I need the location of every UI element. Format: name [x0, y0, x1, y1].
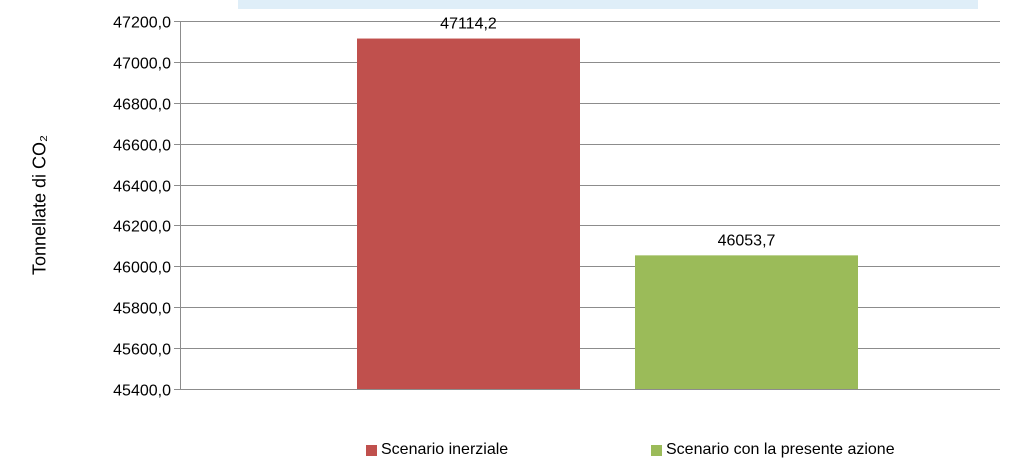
y-tick-label: 47000,0: [113, 56, 171, 73]
legend-swatch-red: [366, 444, 377, 456]
bar-scenario-inerziale: [357, 38, 580, 390]
bars: [357, 38, 858, 390]
y-tick-labels: 45400,0 45600,0 45800,0 46000,0 46200,0 46400…: [113, 15, 171, 400]
legend-label: Scenario inerziale: [381, 441, 509, 458]
y-tick-label: 46800,0: [113, 97, 171, 114]
bar-scenario-presente-azione: [635, 255, 858, 389]
y-tick-label: 46200,0: [113, 219, 171, 236]
y-tick-label: 47200,0: [113, 15, 171, 32]
data-labels: 47114,2 46053,7: [440, 16, 775, 250]
y-tick-label: 45800,0: [113, 301, 171, 318]
gridlines: [174, 21, 1000, 390]
data-label: 46053,7: [718, 232, 776, 249]
y-tick-label: 46400,0: [113, 179, 171, 196]
y-axis-label-area: Tonnellate di CO₂: [0, 55, 80, 355]
legend-swatch-green: [651, 444, 662, 456]
y-tick-label: 46000,0: [113, 260, 171, 277]
legend-item-scenario-inerziale: Scenario inerziale: [366, 441, 508, 459]
y-tick-label: 46600,0: [113, 138, 171, 155]
y-tick-label: 45600,0: [113, 342, 171, 359]
legend: Scenario inerziale Scenario con la prese…: [0, 441, 1012, 461]
legend-item-scenario-presente-azione: Scenario con la presente azione: [651, 441, 895, 459]
title-banner: [238, 0, 978, 9]
data-label: 47114,2: [440, 16, 497, 33]
y-axis-label: Tonnellate di CO₂: [29, 134, 50, 276]
y-tick-label: 45400,0: [113, 383, 171, 400]
legend-label: Scenario con la presente azione: [666, 441, 895, 458]
